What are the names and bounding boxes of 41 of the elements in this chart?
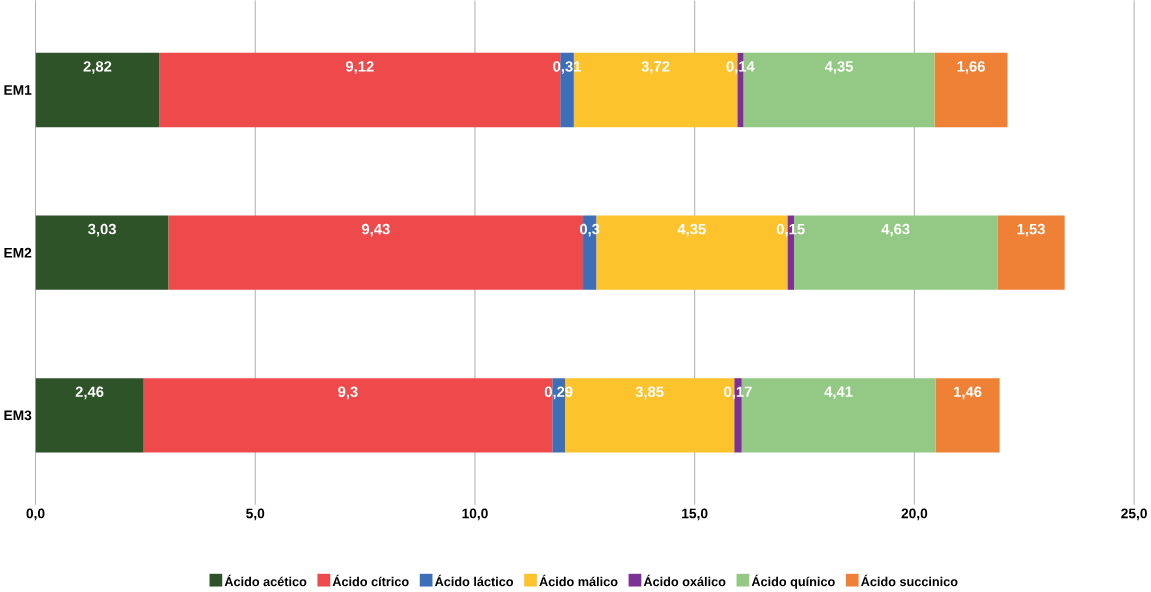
x-tick-label: 10,0: [462, 508, 488, 521]
data-label: 4,41: [824, 386, 853, 400]
data-label: 4,63: [881, 223, 910, 237]
data-label: 0,15: [776, 223, 805, 237]
data-label: 3,03: [88, 223, 116, 237]
x-tick-label: 20,0: [901, 508, 928, 521]
x-tick-label: 5,0: [246, 508, 265, 521]
data-label: 2,82: [83, 61, 112, 74]
x-tick-label: 0,0: [26, 508, 45, 521]
bar: [35, 52, 160, 128]
data-label: 4,35: [677, 223, 706, 237]
data-label: 9,43: [361, 223, 390, 237]
data-label: 9,12: [345, 61, 374, 74]
data-label: 0,31: [553, 61, 582, 74]
legend-label: Ácido acético: [224, 574, 307, 587]
legend-label: Ácido cítrico: [332, 574, 409, 587]
data-label: 3,72: [641, 61, 670, 74]
y-tick-label: EM2: [4, 247, 32, 258]
legend-label: Ácido oxálico: [643, 574, 726, 587]
data-label: 1,46: [954, 386, 982, 400]
data-label: 1,66: [957, 61, 985, 74]
bar: [35, 378, 144, 453]
y-tick-label: EM3: [4, 410, 32, 421]
bar: [35, 215, 169, 290]
data-label: 9,3: [338, 386, 358, 400]
x-tick-label: 25,0: [1121, 508, 1147, 521]
legend-label: Ácido málico: [539, 574, 618, 587]
legend-label: Ácido láctico: [434, 574, 514, 587]
y-tick-label: EM1: [4, 85, 32, 95]
bar: [934, 52, 1008, 128]
legend-label: Ácido quínico: [751, 574, 835, 589]
data-label: 2,46: [75, 386, 104, 400]
data-label: 0,14: [726, 61, 755, 74]
legend-label: Ácido succinico: [861, 574, 958, 587]
x-tick-label: 15,0: [682, 508, 708, 521]
data-label: 1,53: [1017, 223, 1045, 237]
data-label: 4,35: [824, 61, 854, 74]
bar: [997, 215, 1065, 290]
data-label: 3,85: [635, 386, 664, 400]
bar: [935, 378, 1000, 453]
data-label: 0,17: [724, 386, 752, 400]
